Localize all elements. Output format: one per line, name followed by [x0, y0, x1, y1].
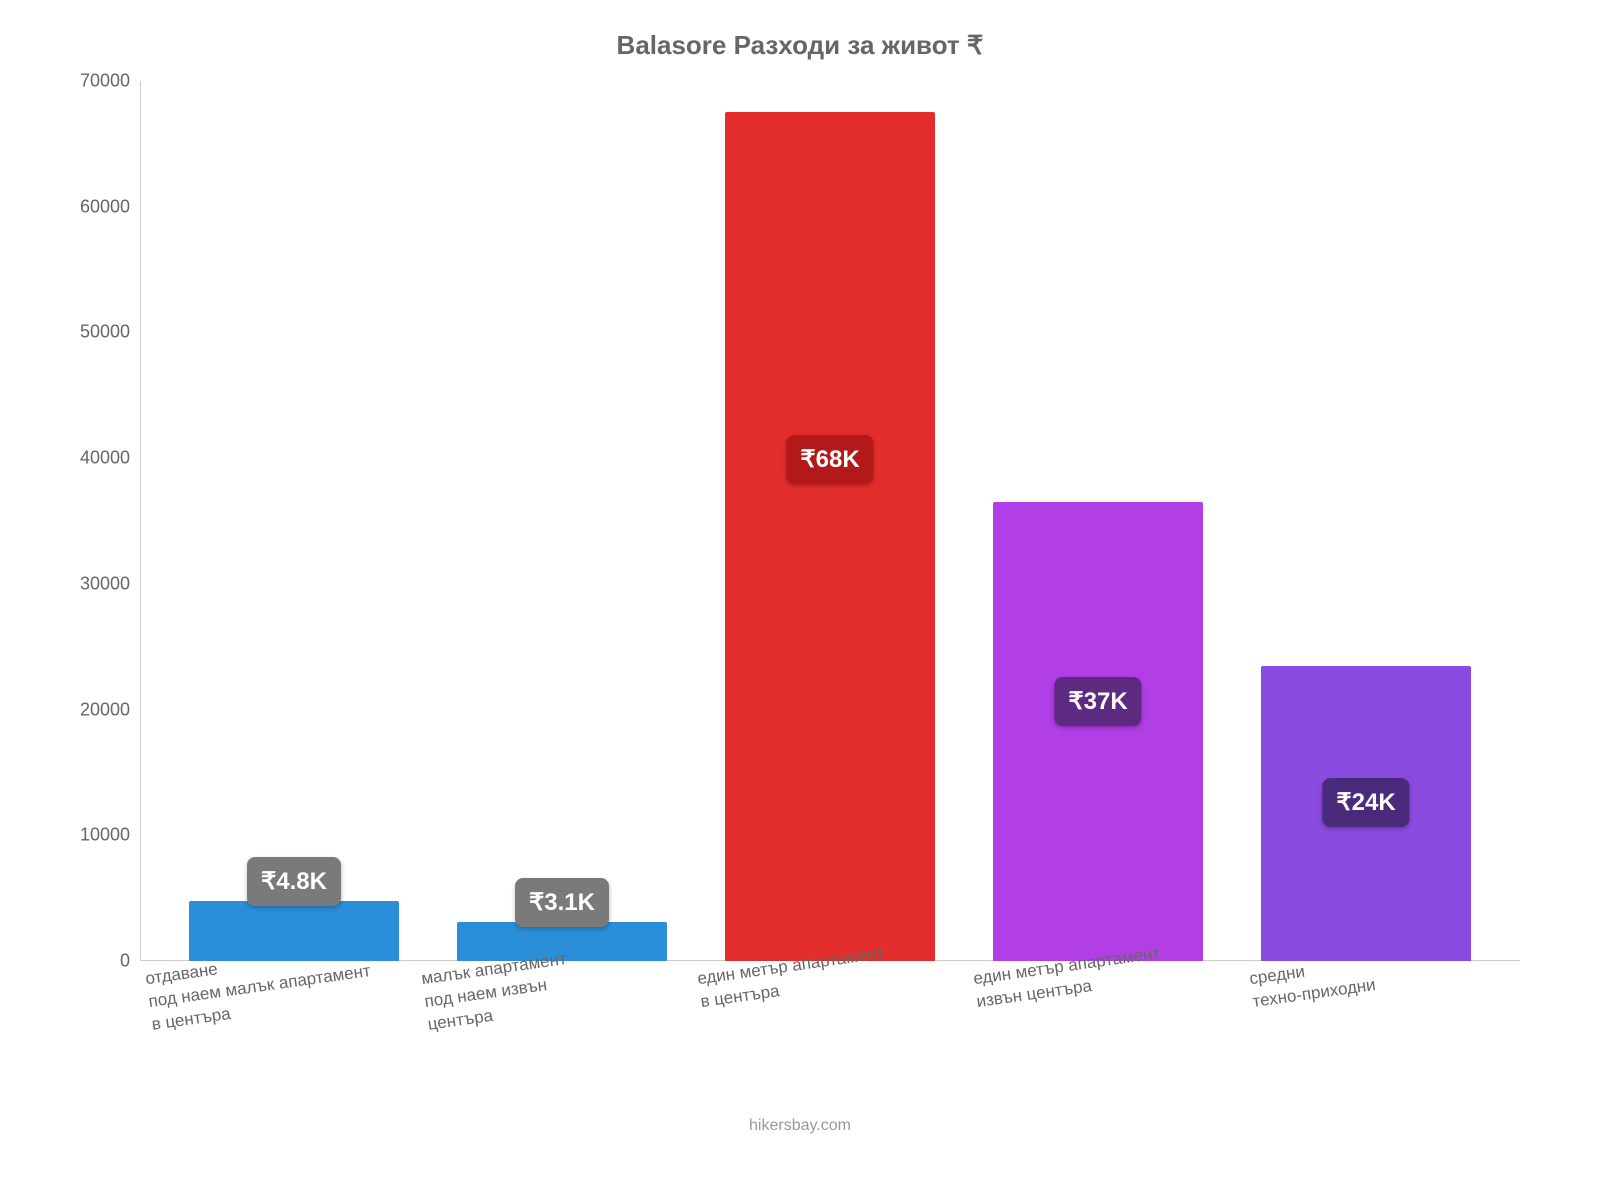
bar-slot: ₹4.8K — [160, 81, 428, 961]
chart-title: Balasore Разходи за живот ₹ — [50, 30, 1550, 61]
bar-slot: ₹24K — [1232, 81, 1500, 961]
y-tick: 60000 — [50, 196, 130, 217]
y-axis: 010000200003000040000500006000070000 — [50, 81, 130, 961]
bar-value-label: ₹24K — [1322, 778, 1409, 827]
bar-value-label: ₹37K — [1054, 677, 1141, 726]
y-tick: 50000 — [50, 322, 130, 343]
bar-slot: ₹3.1K — [428, 81, 696, 961]
bar-value-label: ₹4.8K — [247, 857, 341, 906]
y-tick: 10000 — [50, 825, 130, 846]
x-axis-labels: отдаванепод наем малък апартаментв центъ… — [140, 969, 1520, 1099]
bars-group: ₹4.8K ₹3.1K ₹68K ₹37K ₹24K — [140, 81, 1520, 961]
y-tick: 70000 — [50, 71, 130, 92]
bar[interactable]: ₹24K — [1261, 666, 1470, 961]
bar-slot: ₹68K — [696, 81, 964, 961]
attribution: hikersbay.com — [50, 1117, 1550, 1135]
y-tick: 30000 — [50, 573, 130, 594]
bar[interactable]: ₹37K — [993, 502, 1202, 961]
bar-slot: ₹37K — [964, 81, 1232, 961]
bar-value-label: ₹3.1K — [515, 878, 609, 927]
plot-area: 010000200003000040000500006000070000 ₹4.… — [140, 81, 1520, 961]
y-tick: 0 — [50, 951, 130, 972]
y-tick: 40000 — [50, 448, 130, 469]
y-tick: 20000 — [50, 699, 130, 720]
bar[interactable]: ₹68K — [725, 112, 934, 961]
bar-value-label: ₹68K — [786, 435, 873, 484]
chart-container: Balasore Разходи за живот ₹ 010000200003… — [0, 0, 1600, 1200]
